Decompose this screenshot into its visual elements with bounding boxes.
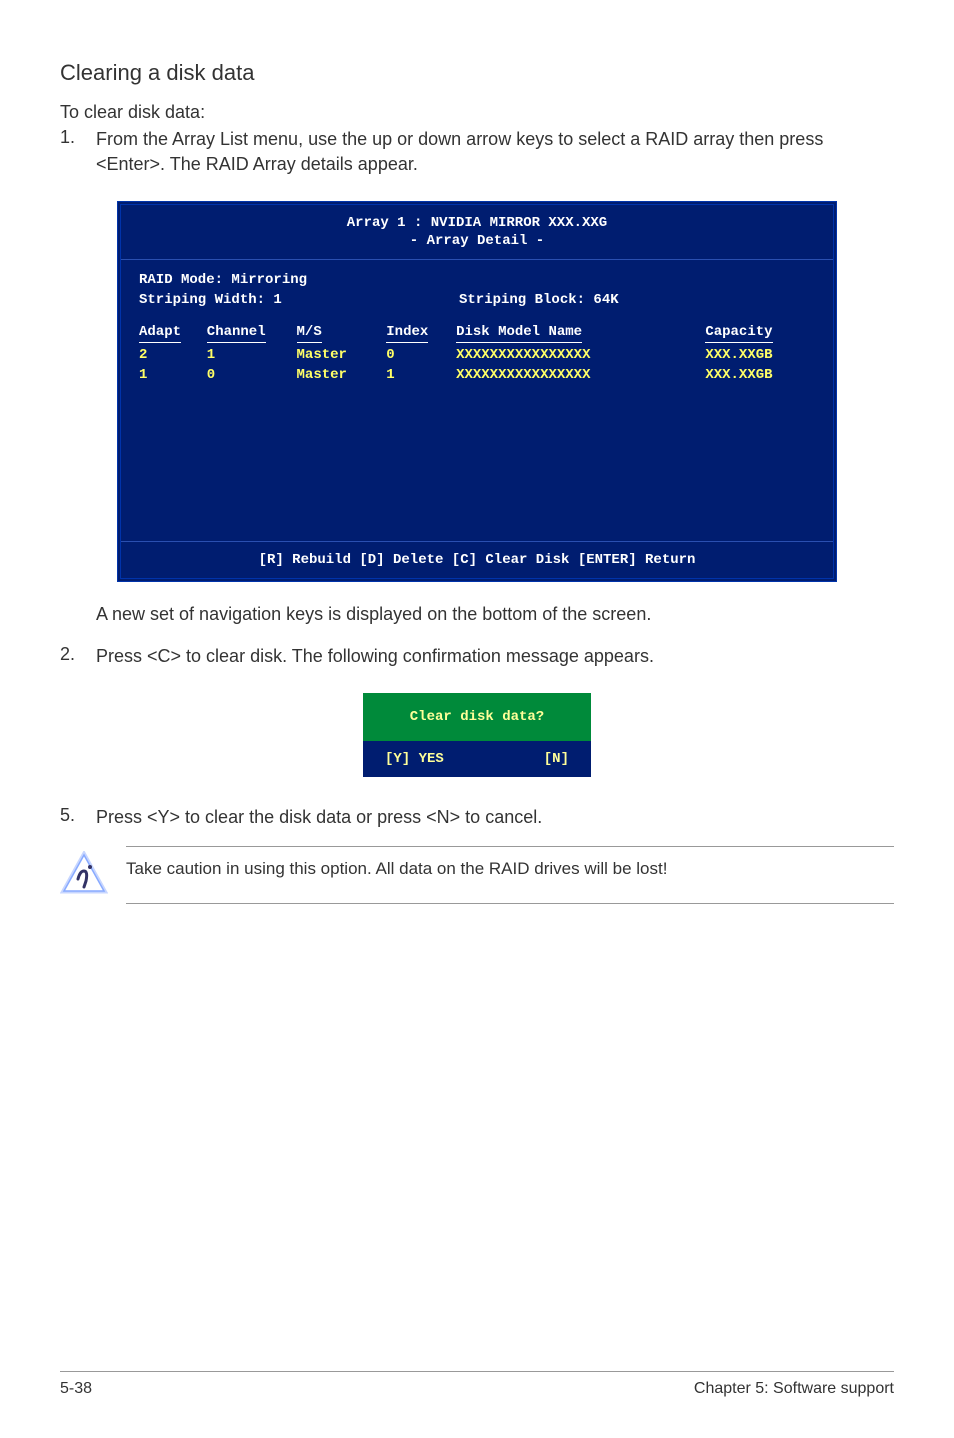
col-index: Index (386, 324, 428, 343)
after-bios-text: A new set of navigation keys is displaye… (96, 602, 894, 627)
bios-nav-keys: [R] Rebuild [D] Delete [C] Clear Disk [E… (121, 542, 833, 578)
cell-index: 0 (386, 347, 456, 363)
section-title: Clearing a disk data (60, 60, 894, 86)
cell-capacity: XXX.XXGB (705, 347, 815, 363)
table-row: 1 0 Master 1 XXXXXXXXXXXXXXXX XXX.XXGB (139, 367, 815, 383)
bios-screen: Array 1 : NVIDIA MIRROR XXX.XXG - Array … (117, 201, 837, 582)
confirm-no: [N] (544, 751, 569, 767)
warning-icon (60, 851, 108, 899)
cell-channel: 0 (207, 367, 297, 383)
col-adapt: Adapt (139, 324, 181, 343)
bios-subtitle: - Array Detail - (121, 233, 833, 259)
cell-index: 1 (386, 367, 456, 383)
table-row: 2 1 Master 0 XXXXXXXXXXXXXXXX XXX.XXGB (139, 347, 815, 363)
confirm-dialog: Clear disk data? [Y] YES [N] (363, 693, 591, 777)
col-channel: Channel (207, 324, 266, 343)
step-2: 2. Press <C> to clear disk. The followin… (60, 644, 894, 669)
warning-callout: Take caution in using this option. All d… (60, 846, 894, 904)
col-capacity: Capacity (705, 324, 772, 343)
step-number: 1. (60, 127, 96, 177)
intro-text: To clear disk data: (60, 102, 894, 123)
raid-mode-label: RAID Mode: Mirroring (139, 272, 307, 288)
col-ms: M/S (297, 324, 322, 343)
warning-text: Take caution in using this option. All d… (126, 846, 894, 904)
cell-ms: Master (297, 347, 387, 363)
step-number: 2. (60, 644, 96, 669)
page-number: 5-38 (60, 1380, 92, 1398)
confirm-prompt: Clear disk data? (363, 693, 591, 741)
cell-model: XXXXXXXXXXXXXXXX (456, 347, 705, 363)
striping-block-label: Striping Block: 64K (459, 292, 619, 308)
bios-empty-area (139, 383, 815, 533)
confirm-yes: [Y] YES (385, 751, 444, 767)
striping-width-label: Striping Width: 1 (139, 292, 459, 308)
step-number: 5. (60, 805, 96, 830)
step-1: 1. From the Array List menu, use the up … (60, 127, 894, 177)
bios-table-header: Adapt Channel M/S Index Disk Model Name … (139, 324, 815, 343)
step-5: 5. Press <Y> to clear the disk data or p… (60, 805, 894, 830)
chapter-label: Chapter 5: Software support (694, 1380, 894, 1398)
confirm-options: [Y] YES [N] (363, 741, 591, 777)
page-footer: 5-38 Chapter 5: Software support (60, 1371, 894, 1398)
cell-adapt: 2 (139, 347, 207, 363)
col-model: Disk Model Name (456, 324, 582, 343)
bios-title: Array 1 : NVIDIA MIRROR XXX.XXG (121, 205, 833, 233)
cell-adapt: 1 (139, 367, 207, 383)
cell-channel: 1 (207, 347, 297, 363)
step-text: Press <Y> to clear the disk data or pres… (96, 805, 542, 830)
step-text: Press <C> to clear disk. The following c… (96, 644, 654, 669)
cell-capacity: XXX.XXGB (705, 367, 815, 383)
cell-ms: Master (297, 367, 387, 383)
bios-content: RAID Mode: Mirroring Striping Width: 1 S… (121, 260, 833, 541)
step-text: From the Array List menu, use the up or … (96, 127, 894, 177)
cell-model: XXXXXXXXXXXXXXXX (456, 367, 705, 383)
